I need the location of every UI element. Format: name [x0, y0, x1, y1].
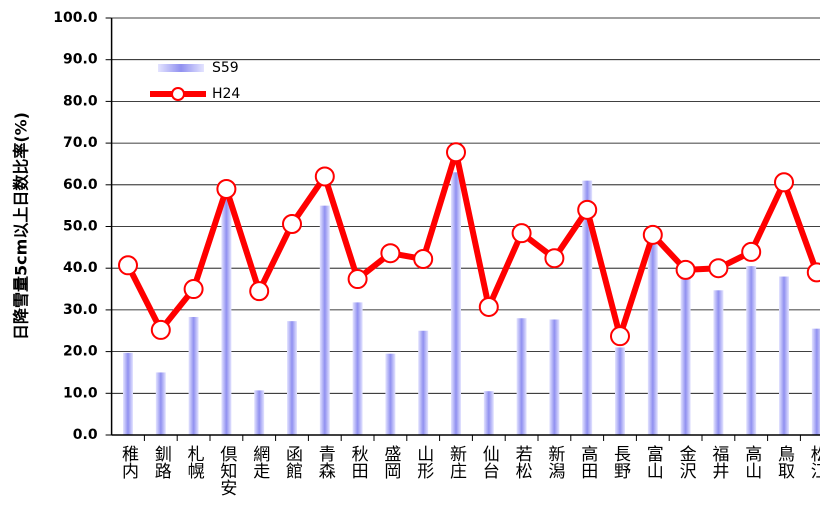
bar [516, 318, 527, 435]
x-tick-label: 秋田 [348, 445, 369, 479]
x-tick-label: 函館 [282, 445, 303, 479]
bar [123, 352, 133, 435]
bar [615, 347, 625, 435]
x-tick-label: 新庄 [446, 445, 467, 479]
x-tick-label: 青森 [315, 445, 336, 479]
marker [478, 296, 499, 317]
y-tick-label: 20.0 [63, 344, 98, 360]
bar [155, 372, 166, 435]
x-tick-label: 仙台 [479, 445, 500, 479]
x-tick-label: 釧路 [151, 445, 172, 479]
legend-label: S59 [212, 60, 239, 76]
bar [188, 316, 199, 435]
x-tick-label: 福井 [708, 445, 729, 479]
legend-swatch [158, 64, 204, 72]
x-tick-label: 高山 [741, 445, 761, 479]
marker [675, 259, 696, 280]
legend-label: H24 [212, 86, 240, 102]
marker [347, 269, 368, 290]
bar [647, 243, 658, 435]
bar [385, 353, 396, 435]
marker [774, 172, 794, 193]
y-tick-label: 100.0 [53, 10, 98, 26]
bar [811, 328, 820, 435]
legend-marker [171, 87, 185, 101]
bar [319, 205, 330, 435]
marker [380, 243, 401, 264]
y-tick-label: 80.0 [63, 93, 98, 109]
marker [577, 199, 598, 220]
marker [806, 262, 820, 283]
x-tick-label: 金沢 [676, 445, 697, 479]
y-tick-label: 90.0 [63, 52, 98, 68]
marker [216, 178, 237, 199]
marker [282, 213, 302, 234]
marker [249, 281, 270, 302]
y-axis-label: 日降雪量5cm以上日数比率(%) [12, 112, 31, 340]
y-tick-label: 10.0 [63, 385, 98, 401]
x-tick-label: 稚内 [118, 445, 139, 480]
bar [483, 391, 494, 435]
x-tick-label: 高田 [577, 445, 597, 479]
bar [287, 321, 297, 435]
marker [446, 142, 466, 163]
x-tick-label: 富山 [643, 445, 663, 479]
bar [582, 180, 593, 435]
line [125, 149, 820, 340]
y-tick-label: 0.0 [73, 427, 98, 443]
bar [352, 302, 363, 435]
x-tick-label: 新潟 [544, 445, 565, 480]
y-tick-label: 70.0 [63, 135, 98, 151]
bar [221, 197, 232, 435]
bar [418, 330, 429, 435]
bar [254, 390, 265, 435]
marker [610, 326, 630, 347]
x-tick-label: 若松 [512, 445, 533, 479]
x-tick-label: 倶知安 [216, 445, 237, 496]
marker [314, 166, 335, 187]
bar [680, 276, 691, 435]
y-tick-label: 50.0 [63, 219, 98, 235]
x-tick-label: 札幌 [184, 445, 205, 480]
bar [746, 266, 757, 435]
bar [549, 319, 560, 435]
bar [713, 290, 724, 435]
x-tick-label: 山形 [413, 445, 434, 479]
marker [413, 249, 434, 270]
x-tick-label: 網走 [249, 445, 270, 479]
marker [183, 279, 204, 300]
marker [708, 258, 729, 279]
x-tick-label: 盛岡 [380, 445, 401, 480]
x-tick-label: 長野 [610, 445, 631, 479]
marker [642, 224, 663, 245]
y-tick-label: 30.0 [63, 302, 98, 318]
x-tick-label: 鳥取 [774, 445, 795, 479]
marker [118, 255, 138, 276]
marker [511, 223, 532, 244]
y-tick-label: 40.0 [63, 260, 98, 276]
x-tick-label: 松江 [807, 445, 820, 479]
marker [544, 248, 565, 269]
bar [451, 172, 461, 436]
marker [741, 241, 762, 262]
bar [779, 276, 789, 435]
y-tick-label: 60.0 [63, 177, 98, 193]
marker [150, 319, 171, 340]
